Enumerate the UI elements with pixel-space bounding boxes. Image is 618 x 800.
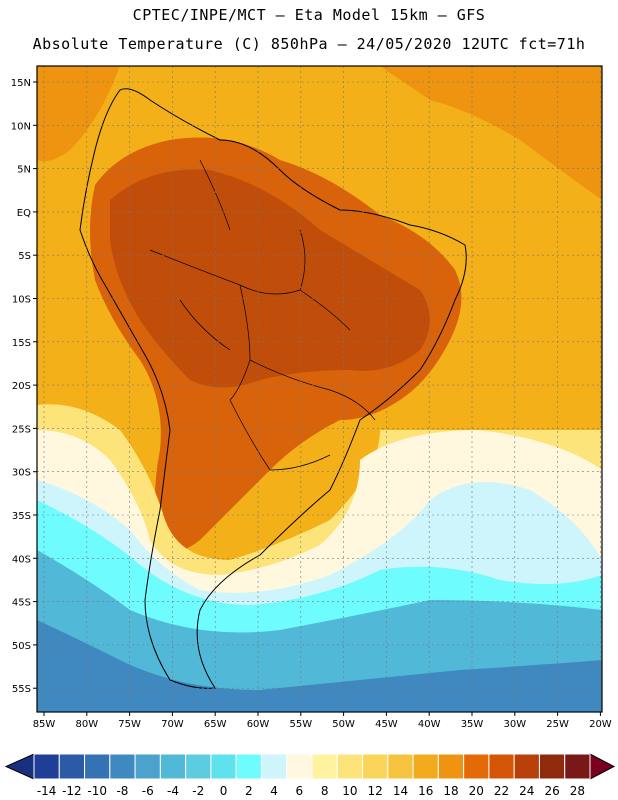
colorbar-label: 26 [544,784,559,798]
latitude-label: 20S [12,381,31,392]
colorbar-right-arrow [589,753,616,780]
colorbar-label: -10 [87,784,107,798]
longitude-labels: 85W 80W 75W 70W 65W 60W 55W 50W 45W 40W 35W 30W 25W 2… [33,712,612,730]
colorbar-swatch [84,753,111,780]
colorbar-label: 18 [443,784,458,798]
colorbar-label: 22 [494,784,509,798]
colorbar-label: -12 [62,784,82,798]
colorbar-swatch [412,753,439,780]
colorbar-swatch [286,753,313,780]
field-ocean-hot [380,66,602,200]
colorbar-label: 20 [469,784,484,798]
latitude-label: 5N [17,165,31,176]
colorbar-swatch [210,753,237,780]
longitude-label: 55W [289,719,312,730]
colorbar-swatch [58,753,86,780]
colorbar-swatch [235,753,262,780]
latitude-label: 10S [12,295,31,306]
colorbar-label: 8 [321,784,329,798]
colorbar-swatch [513,753,540,780]
colorbar-label: 10 [342,784,357,798]
colorbar-label: -14 [37,784,57,798]
latitude-label: 5S [18,251,31,262]
colorbar-label: -8 [116,784,128,798]
temperature-field [37,66,602,712]
latitude-label: EQ [17,208,31,219]
colorbar-swatch [311,753,338,780]
colorbar-swatch [185,753,212,780]
lat-lon-grid [37,66,602,712]
colorbar-label: -6 [142,784,154,798]
colorbar-swatch [488,753,515,780]
latitude-label: 15N [11,78,31,89]
colorbar-label: 28 [570,784,585,798]
colorbar-label: -2 [192,784,204,798]
colorbar-swatch [538,753,566,780]
longitude-label: 80W [75,719,98,730]
longitude-label: 85W [33,719,56,730]
longitude-label: 75W [118,719,141,730]
longitude-label: 70W [161,719,184,730]
colorbar-label: 14 [393,784,408,798]
longitude-label: 30W [503,719,526,730]
colorbar-label: 16 [418,784,433,798]
colorbar-swatch [336,753,364,780]
latitude-labels: 15N 10N 5N EQ 5S 10S 15S 20S 25S 30S 35S 40S 45S 50S 5… [11,78,37,695]
colorbar-label: 6 [296,784,304,798]
latitude-label: 40S [12,554,31,565]
field-land-very-hot [110,169,430,388]
colorbar-swatch [260,753,288,780]
continent-coastline [79,88,467,689]
latitude-label: 55S [12,684,31,695]
colorbar-swatch [564,753,591,780]
field-ocean-hot-pacific [37,66,120,162]
colorbar-swatch [387,753,414,780]
longitude-label: 60W [247,719,270,730]
latitude-label: 50S [12,641,31,652]
latitude-label: 15S [12,338,31,349]
longitude-label: 20W [589,719,612,730]
colorbar-swatch [437,753,465,780]
colorbar-swatch [109,753,136,780]
latitude-label: 30S [12,468,31,479]
colorbar-swatch [159,753,187,780]
longitude-label: 50W [332,719,355,730]
latitude-label: 25S [12,424,31,435]
colorbar-label: 12 [368,784,383,798]
colorbar-label: 24 [519,784,534,798]
longitude-label: 25W [546,719,569,730]
longitude-label: 45W [375,719,398,730]
map-title-line1: CPTEC/INPE/MCT – Eta Model 15km – GFS [132,6,486,24]
colorbar-swatch [33,753,60,780]
colorbar-swatch [134,753,161,780]
latitude-label: 10N [11,121,31,132]
colorbar-left-arrow [4,753,35,780]
colorbar-label: 4 [270,784,278,798]
colorbar-swatch [463,753,490,780]
longitude-label: 35W [461,719,484,730]
map-frame [36,65,603,713]
longitude-label: 40W [418,719,441,730]
country-borders [149,159,376,471]
colorbar-label: 2 [245,784,253,798]
latitude-label: 35S [12,511,31,522]
longitude-label: 65W [204,719,227,730]
colorbar-label: -4 [167,784,179,798]
temperature-colorbar: -14 -12 -10 -8 -6 -4 -2 0 2 4 6 8 10 12 14 16 18 20 22 24 26… [4,753,616,798]
colorbar-label: 0 [220,784,228,798]
colorbar-swatch [362,753,389,780]
latitude-label: 45S [12,598,31,609]
map-title-line2: Absolute Temperature (C) 850hPa – 24/05/… [32,35,586,53]
field-south-blue [37,620,602,712]
